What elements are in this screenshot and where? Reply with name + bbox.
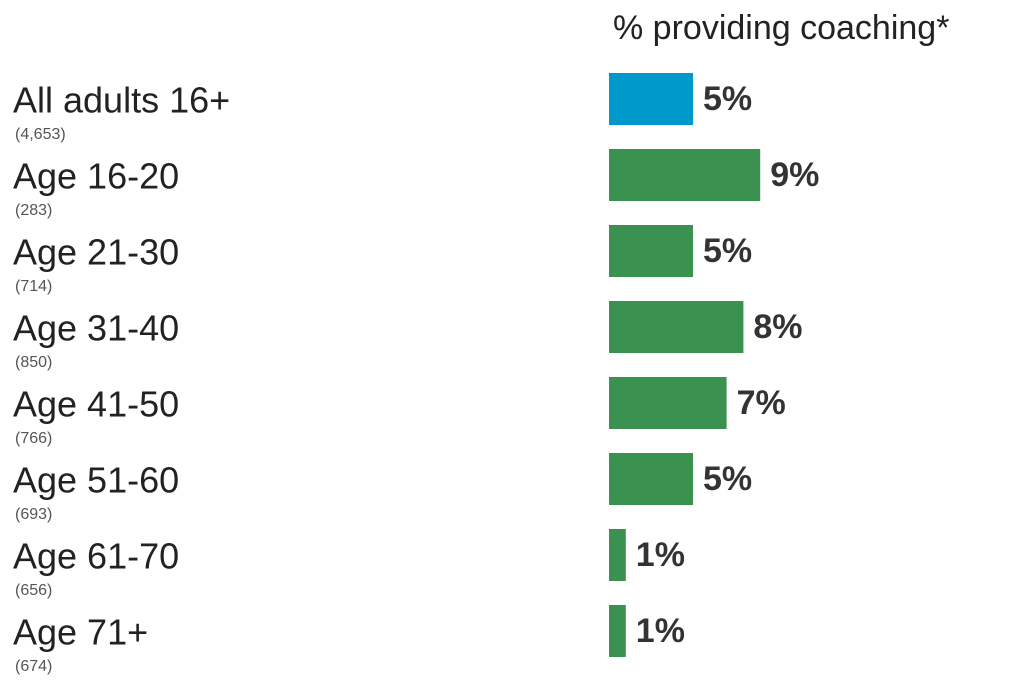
value-label: 8%	[753, 308, 802, 346]
value-label: 5%	[703, 80, 752, 118]
value-label: 5%	[703, 460, 752, 498]
bar	[609, 605, 626, 657]
category-label: Age 71+	[13, 612, 148, 653]
value-label: 1%	[636, 612, 685, 650]
value-label: 7%	[737, 384, 786, 422]
value-label: 9%	[770, 156, 819, 194]
sample-size: (656)	[15, 582, 52, 599]
category-label: Age 41-50	[13, 384, 179, 425]
bar	[609, 225, 693, 277]
bar	[609, 377, 727, 429]
sample-size: (850)	[15, 354, 52, 371]
sample-size: (714)	[15, 278, 52, 295]
sample-size: (674)	[15, 658, 52, 675]
bar	[609, 149, 761, 201]
category-label: Age 51-60	[13, 460, 179, 501]
sample-size: (4,653)	[15, 126, 66, 143]
bar	[609, 453, 693, 505]
bar	[609, 529, 626, 581]
bar	[609, 301, 744, 353]
value-label: 1%	[636, 536, 685, 574]
sample-size: (766)	[15, 430, 52, 447]
sample-size: (283)	[15, 202, 52, 219]
category-label: All adults 16+	[13, 80, 230, 121]
category-label: Age 16-20	[13, 156, 179, 197]
category-label: Age 61-70	[13, 536, 179, 577]
sample-size: (693)	[15, 506, 52, 523]
value-label: 5%	[703, 232, 752, 270]
chart-title: % providing coaching*	[613, 9, 949, 47]
category-label: Age 31-40	[13, 308, 179, 349]
category-label: Age 21-30	[13, 232, 179, 273]
bar	[609, 73, 693, 125]
